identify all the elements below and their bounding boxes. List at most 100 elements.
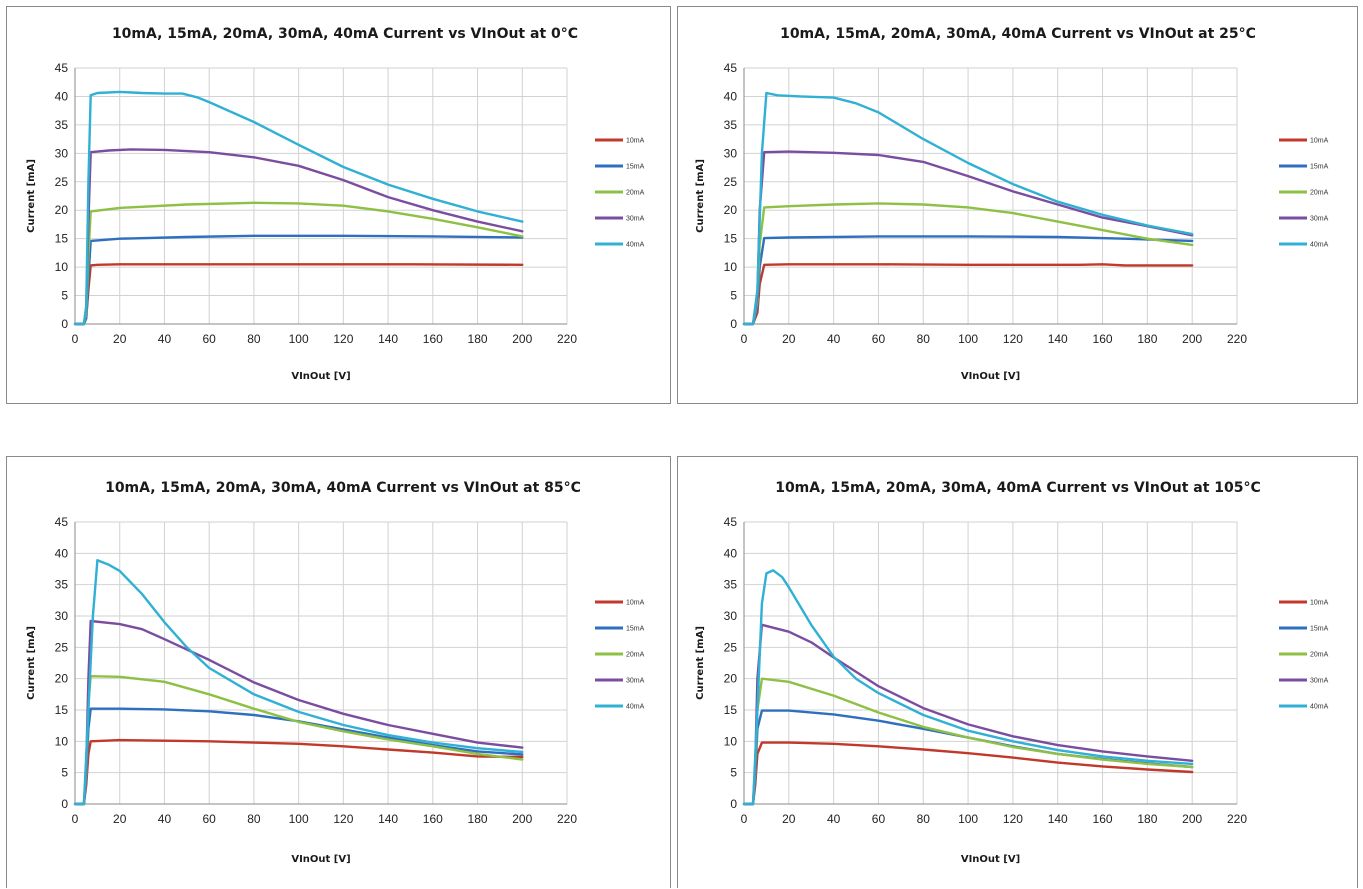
x-tick-label: 100 [958,332,978,346]
x-tick-label: 200 [1182,812,1202,826]
series-line-40mA [742,91,1194,326]
y-tick-label: 0 [730,797,737,811]
legend-label-30mA: 30mA [1310,678,1329,685]
x-tick-label: 0 [741,812,748,826]
y-tick-label: 5 [730,289,737,303]
y-tick-label: 20 [55,203,69,217]
series-line-40mA [742,569,1194,806]
chart-title: 10mA, 15mA, 20mA, 30mA, 40mA Current vs … [105,480,581,496]
legend-label-15mA: 15mA [1310,164,1329,171]
legend-label-20mA: 20mA [1310,652,1329,659]
x-tick-label: 80 [247,812,261,826]
x-tick-label: 180 [468,332,488,346]
x-tick-label: 120 [333,812,353,826]
y-tick-label: 45 [55,515,69,529]
x-tick-label: 0 [741,332,748,346]
legend-label-10mA: 10mA [1310,600,1329,607]
legend-label-15mA: 15mA [626,626,645,633]
x-tick-label: 0 [72,332,79,346]
y-tick-label: 40 [724,89,738,103]
legend-label-15mA: 15mA [626,164,645,171]
legend-label-30mA: 30mA [626,216,645,223]
x-tick-label: 200 [1182,332,1202,346]
legend-label-20mA: 20mA [626,652,645,659]
chart-panel-0C: 10mA, 15mA, 20mA, 30mA, 40mA Current vs … [6,6,671,404]
y-tick-label: 25 [724,640,738,654]
series-line-40mA [73,559,524,806]
x-tick-label: 160 [423,812,443,826]
legend-label-40mA: 40mA [626,704,645,711]
chart-0C-svg: 10mA, 15mA, 20mA, 30mA, 40mA Current vs … [26,26,645,382]
x-axis-label: VInOut [V] [961,854,1020,865]
x-tick-label: 40 [158,812,172,826]
y-tick-label: 0 [61,797,68,811]
legend-label-20mA: 20mA [1310,190,1329,197]
x-tick-label: 80 [917,332,931,346]
chart-85C-svg: 10mA, 15mA, 20mA, 30mA, 40mA Current vs … [26,480,645,865]
x-tick-label: 140 [378,812,398,826]
x-tick-label: 100 [958,812,978,826]
x-tick-label: 20 [113,812,127,826]
x-tick-label: 40 [158,332,172,346]
y-axis-label: Current [mA] [26,159,37,233]
legend-label-10mA: 10mA [1310,138,1329,145]
chart-25C-svg: 10mA, 15mA, 20mA, 30mA, 40mA Current vs … [695,26,1329,382]
x-tick-label: 140 [378,332,398,346]
y-tick-label: 15 [55,232,69,246]
y-tick-label: 0 [730,317,737,331]
series-line-40mA [73,90,524,326]
y-tick-label: 10 [724,734,738,748]
y-tick-label: 40 [55,89,69,103]
chart-title: 10mA, 15mA, 20mA, 30mA, 40mA Current vs … [112,26,578,42]
y-tick-label: 5 [730,766,737,780]
legend-label-30mA: 30mA [1310,216,1329,223]
y-tick-label: 30 [55,609,69,623]
y-tick-label: 10 [55,260,69,274]
y-axis-label: Current [mA] [695,159,706,233]
legend-label-10mA: 10mA [626,138,645,145]
x-axis-label: VInOut [V] [291,854,350,865]
x-tick-label: 40 [827,332,841,346]
y-axis-label: Current [mA] [26,626,37,700]
chart-title: 10mA, 15mA, 20mA, 30mA, 40mA Current vs … [775,480,1261,496]
x-tick-label: 60 [203,812,217,826]
x-tick-label: 20 [782,332,796,346]
x-tick-label: 220 [1227,332,1247,346]
x-tick-label: 60 [203,332,217,346]
x-tick-label: 80 [917,812,931,826]
x-tick-label: 60 [872,812,886,826]
x-axis-label: VInOut [V] [961,371,1020,382]
y-tick-label: 35 [55,578,69,592]
x-tick-label: 200 [512,812,532,826]
x-tick-label: 220 [1227,812,1247,826]
y-tick-label: 30 [724,609,738,623]
x-tick-label: 40 [827,812,841,826]
chart-panel-85C: 10mA, 15mA, 20mA, 30mA, 40mA Current vs … [6,456,671,888]
y-tick-label: 35 [724,578,738,592]
x-tick-label: 120 [333,332,353,346]
y-tick-label: 25 [55,175,69,189]
x-tick-label: 160 [1093,812,1113,826]
y-tick-label: 15 [724,703,738,717]
legend-label-20mA: 20mA [626,190,645,197]
y-tick-label: 45 [724,61,738,75]
y-tick-label: 30 [55,146,69,160]
x-tick-label: 20 [113,332,127,346]
x-tick-label: 180 [1137,332,1157,346]
x-tick-label: 120 [1003,332,1023,346]
x-tick-label: 60 [872,332,886,346]
y-tick-label: 10 [55,734,69,748]
y-tick-label: 40 [55,546,69,560]
x-tick-label: 160 [1093,332,1113,346]
y-tick-label: 45 [55,61,69,75]
x-tick-label: 200 [512,332,532,346]
legend-label-40mA: 40mA [626,242,645,249]
chart-panel-25C: 10mA, 15mA, 20mA, 30mA, 40mA Current vs … [677,6,1358,404]
legend-label-40mA: 40mA [1310,704,1329,711]
chart-105C-svg: 10mA, 15mA, 20mA, 30mA, 40mA Current vs … [695,480,1329,865]
x-tick-label: 100 [289,812,309,826]
y-tick-label: 20 [55,672,69,686]
x-tick-label: 80 [247,332,261,346]
x-tick-label: 20 [782,812,796,826]
y-tick-label: 40 [724,546,738,560]
